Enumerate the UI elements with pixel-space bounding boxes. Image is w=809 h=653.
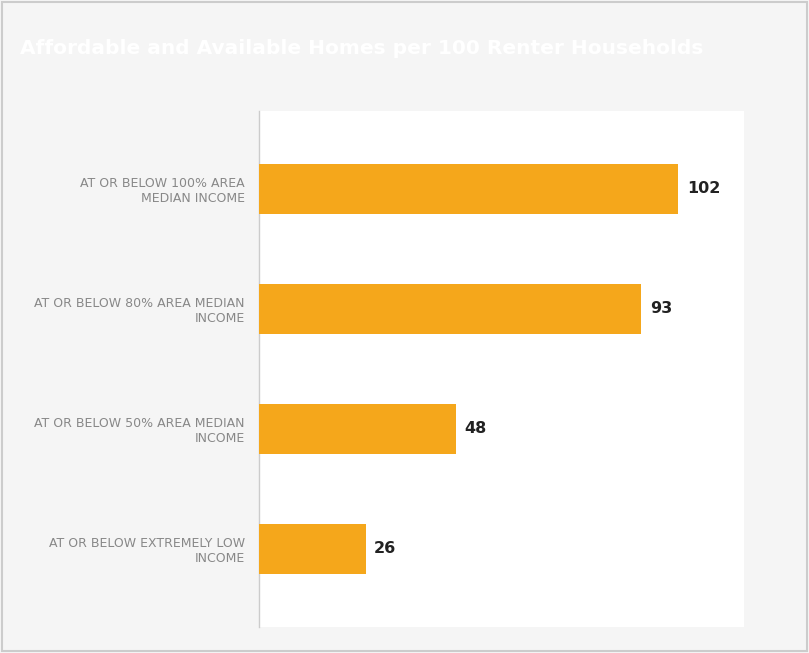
Text: 93: 93 <box>650 302 672 317</box>
Bar <box>259 284 642 334</box>
Text: 26: 26 <box>374 541 396 556</box>
Bar <box>259 524 366 574</box>
Text: 48: 48 <box>464 421 487 436</box>
Bar <box>259 404 456 454</box>
Text: 102: 102 <box>687 182 720 197</box>
Bar <box>259 164 679 214</box>
Text: Affordable and Available Homes per 100 Renter Households: Affordable and Available Homes per 100 R… <box>20 39 704 58</box>
